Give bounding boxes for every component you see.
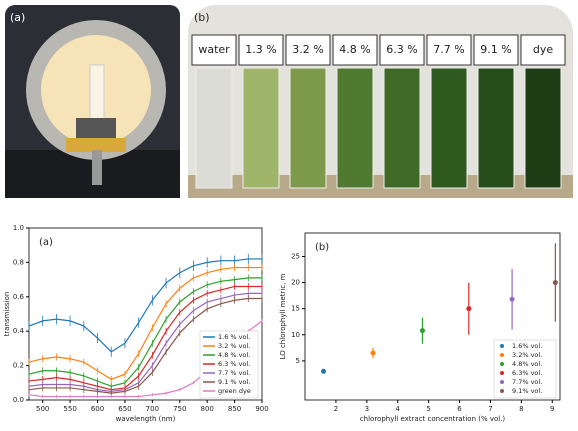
x-tick-label: 500 <box>36 405 49 413</box>
legend-label: 7.7% vol. <box>512 378 542 386</box>
cuvette-label: water <box>198 43 230 56</box>
y-tick-label: 10 <box>291 331 300 339</box>
legend-label: 9.1 % vol. <box>218 378 250 386</box>
photo-label: (b) <box>194 11 210 24</box>
cuvette-tag <box>426 34 472 66</box>
point <box>466 306 472 312</box>
cuvette-label: dye <box>533 43 553 56</box>
series-line <box>28 266 262 381</box>
x-tick-label: 9 <box>550 405 554 413</box>
cuvette <box>289 67 327 189</box>
x-tick-label: 750 <box>173 405 186 413</box>
x-axis-label: wavelength (nm) <box>116 415 176 423</box>
x-tick-label: 850 <box>228 405 241 413</box>
cuvette <box>383 67 421 189</box>
legend-swatch <box>500 344 504 348</box>
cuvette <box>477 67 515 189</box>
cuvette-tag <box>285 34 331 66</box>
series-line <box>28 297 262 394</box>
legend-label: 3.2% vol. <box>512 351 542 359</box>
panel-label: (b) <box>315 242 329 253</box>
x-tick-label: 2 <box>334 405 338 413</box>
cuvette-label: 6.3 % <box>386 43 417 56</box>
x-tick-label: 3 <box>365 405 369 413</box>
x-tick-label: 600 <box>91 405 104 413</box>
series-line <box>28 292 262 393</box>
photo-label: (a) <box>10 11 25 24</box>
cuvette-label: 4.8 % <box>339 43 370 56</box>
x-tick-label: 7 <box>488 405 492 413</box>
legend-label: 6.3% vol. <box>512 369 542 377</box>
y-tick-label: 25 <box>291 252 300 260</box>
legend-box <box>493 339 557 399</box>
y-tick-label: 1.0 <box>13 224 24 232</box>
cuvette <box>195 67 233 189</box>
y-tick-label: 5 <box>296 357 300 365</box>
x-tick-label: 4 <box>395 405 400 413</box>
point <box>509 296 515 302</box>
x-tick-label: 5 <box>426 405 430 413</box>
plot-frame <box>304 232 561 401</box>
y-tick-label: 15 <box>291 305 300 313</box>
cuvette-label: 3.2 % <box>292 43 323 56</box>
y-tick-label: 0.8 <box>13 258 24 266</box>
cuvette-tag <box>473 34 519 66</box>
x-tick-label: 650 <box>118 405 131 413</box>
legend-swatch <box>500 371 504 375</box>
plot-frame <box>28 227 263 401</box>
x-tick-label: 700 <box>146 405 159 413</box>
y-tick-label: 0.0 <box>13 396 24 404</box>
series-line <box>28 258 262 353</box>
legend-label: 1.6 % vol. <box>218 333 250 341</box>
cuvette-tag <box>238 34 284 66</box>
series-line <box>28 277 262 387</box>
x-tick-label: 800 <box>200 405 213 413</box>
cuvette-label: 1.3 % <box>245 43 276 56</box>
legend-label: 9.1% vol. <box>512 387 542 395</box>
cuvette-tag <box>332 34 378 66</box>
cuvette <box>524 67 562 189</box>
x-tick-label: 900 <box>255 405 268 413</box>
y-axis-label: LO chlorophyll metric, m <box>279 273 287 359</box>
legend-label: 1.6% vol. <box>512 342 542 350</box>
x-tick-label: 6 <box>457 405 462 413</box>
legend-label: 3.2 % vol. <box>218 342 250 350</box>
legend-swatch <box>500 389 504 393</box>
y-tick-label: 0.2 <box>13 362 24 370</box>
y-axis-label: transmission <box>3 292 11 337</box>
y-tick-label: 0.4 <box>13 327 25 335</box>
cuvette-tag <box>520 34 566 66</box>
x-tick-label: 550 <box>63 405 76 413</box>
cuvette-label: 7.7 % <box>433 43 464 56</box>
legend-label: 4.8% vol. <box>512 360 542 368</box>
x-axis-label: chlorophyll extract concentration (% vol… <box>360 415 506 423</box>
point <box>552 280 558 286</box>
legend-label: 6.3 % vol. <box>218 360 250 368</box>
y-tick-label: 20 <box>291 279 300 287</box>
legend-label: 7.7 % vol. <box>218 369 250 377</box>
legend-label: 4.8 % vol. <box>218 351 250 359</box>
photo-left <box>5 5 180 198</box>
cuvette <box>430 67 468 189</box>
legend-label: green dye <box>218 387 251 395</box>
x-tick-label: 8 <box>519 405 523 413</box>
legend-swatch <box>500 362 504 366</box>
series-line <box>28 285 262 391</box>
cuvette-label: 9.1 % <box>480 43 511 56</box>
cuvette <box>242 67 280 189</box>
panel-label: (a) <box>39 237 53 248</box>
point <box>321 368 327 374</box>
point <box>419 328 425 334</box>
point <box>370 350 376 356</box>
legend-swatch <box>500 353 504 357</box>
cuvette-tag <box>379 34 425 66</box>
cuvette-tag <box>191 34 237 66</box>
cuvette <box>336 67 374 189</box>
legend-swatch <box>500 380 504 384</box>
y-tick-label: 0.6 <box>13 293 25 301</box>
